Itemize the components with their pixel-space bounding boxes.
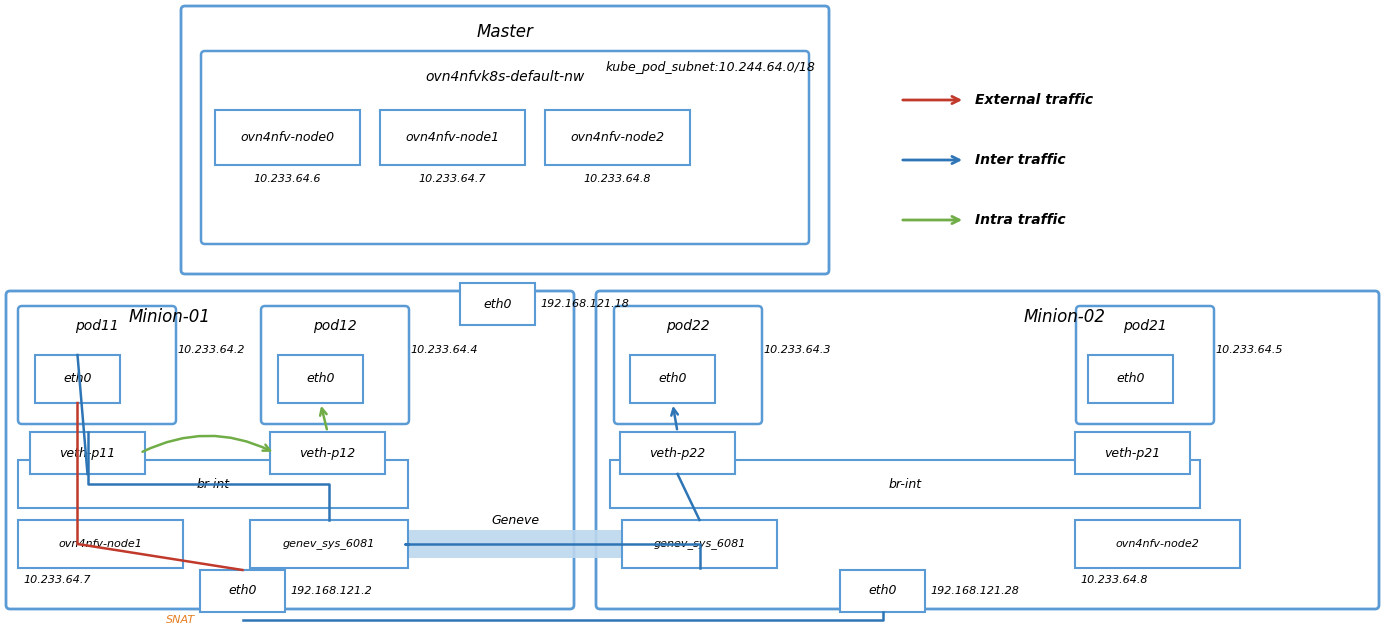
Text: eth0: eth0 (64, 372, 91, 386)
Text: Inter traffic: Inter traffic (974, 153, 1066, 167)
Text: 10.233.64.5: 10.233.64.5 (1215, 345, 1283, 355)
FancyBboxPatch shape (278, 355, 363, 403)
Text: 10.233.64.6: 10.233.64.6 (253, 174, 321, 184)
Text: pod21: pod21 (1124, 319, 1167, 333)
Text: 10.233.64.4: 10.233.64.4 (410, 345, 477, 355)
FancyBboxPatch shape (840, 570, 925, 612)
FancyBboxPatch shape (201, 570, 285, 612)
FancyBboxPatch shape (201, 51, 810, 244)
Text: ovn4nfv-node0: ovn4nfv-node0 (241, 131, 335, 144)
FancyBboxPatch shape (1075, 432, 1190, 474)
Text: Geneve: Geneve (491, 514, 538, 526)
Text: 192.168.121.2: 192.168.121.2 (291, 586, 372, 596)
FancyBboxPatch shape (1075, 520, 1240, 568)
Text: veth-p11: veth-p11 (60, 447, 116, 460)
FancyBboxPatch shape (18, 306, 176, 424)
Text: pod22: pod22 (666, 319, 710, 333)
Text: ovn4nfv-node2: ovn4nfv-node2 (1116, 539, 1200, 549)
FancyBboxPatch shape (30, 432, 145, 474)
FancyBboxPatch shape (545, 110, 691, 165)
Text: pod11: pod11 (75, 319, 119, 333)
FancyBboxPatch shape (215, 110, 360, 165)
FancyBboxPatch shape (620, 432, 735, 474)
FancyBboxPatch shape (630, 355, 716, 403)
Text: pod12: pod12 (313, 319, 357, 333)
Text: 10.233.64.3: 10.233.64.3 (763, 345, 830, 355)
Text: 10.233.64.8: 10.233.64.8 (584, 174, 652, 184)
FancyBboxPatch shape (251, 520, 408, 568)
Text: SNAT: SNAT (166, 615, 195, 625)
Text: kube_pod_subnet:10.244.64.0/18: kube_pod_subnet:10.244.64.0/18 (605, 62, 815, 75)
Text: 192.168.121.18: 192.168.121.18 (540, 299, 628, 309)
Text: br-int: br-int (197, 477, 230, 490)
Text: External traffic: External traffic (974, 93, 1093, 107)
Text: 10.233.64.2: 10.233.64.2 (177, 345, 245, 355)
FancyBboxPatch shape (35, 355, 120, 403)
Text: ovn4nfvk8s-default-nw: ovn4nfvk8s-default-nw (425, 70, 584, 84)
Text: eth0: eth0 (659, 372, 686, 386)
Text: Minion-02: Minion-02 (1024, 308, 1106, 326)
Text: br-int: br-int (889, 477, 922, 490)
FancyBboxPatch shape (381, 110, 525, 165)
Text: ovn4nfv-node1: ovn4nfv-node1 (58, 539, 143, 549)
FancyBboxPatch shape (614, 306, 763, 424)
Text: 10.233.64.7: 10.233.64.7 (419, 174, 486, 184)
Text: eth0: eth0 (306, 372, 335, 386)
FancyBboxPatch shape (262, 306, 410, 424)
FancyBboxPatch shape (6, 291, 574, 609)
Text: Intra traffic: Intra traffic (974, 213, 1066, 227)
FancyBboxPatch shape (181, 6, 829, 274)
FancyBboxPatch shape (18, 520, 183, 568)
Text: veth-p21: veth-p21 (1104, 447, 1161, 460)
FancyBboxPatch shape (459, 283, 536, 325)
FancyBboxPatch shape (270, 432, 385, 474)
Text: ovn4nfv-node2: ovn4nfv-node2 (570, 131, 664, 144)
Text: Minion-01: Minion-01 (129, 308, 210, 326)
Text: veth-p12: veth-p12 (299, 447, 356, 460)
FancyBboxPatch shape (610, 460, 1200, 508)
Text: eth0: eth0 (228, 585, 257, 597)
Text: 10.233.64.7: 10.233.64.7 (24, 575, 90, 585)
Text: eth0: eth0 (1117, 372, 1145, 386)
FancyBboxPatch shape (597, 291, 1378, 609)
Text: eth0: eth0 (868, 585, 897, 597)
Text: 192.168.121.28: 192.168.121.28 (930, 586, 1019, 596)
Text: genev_sys_6081: genev_sys_6081 (282, 539, 375, 550)
FancyBboxPatch shape (1088, 355, 1174, 403)
Text: Master: Master (476, 23, 533, 41)
Text: veth-p22: veth-p22 (649, 447, 706, 460)
Text: eth0: eth0 (483, 298, 512, 310)
Text: genev_sys_6081: genev_sys_6081 (653, 539, 746, 550)
FancyBboxPatch shape (621, 520, 776, 568)
Bar (406, 530, 626, 558)
Text: 10.233.64.8: 10.233.64.8 (1080, 575, 1147, 585)
Text: ovn4nfv-node1: ovn4nfv-node1 (406, 131, 500, 144)
FancyBboxPatch shape (18, 460, 408, 508)
FancyBboxPatch shape (1075, 306, 1214, 424)
